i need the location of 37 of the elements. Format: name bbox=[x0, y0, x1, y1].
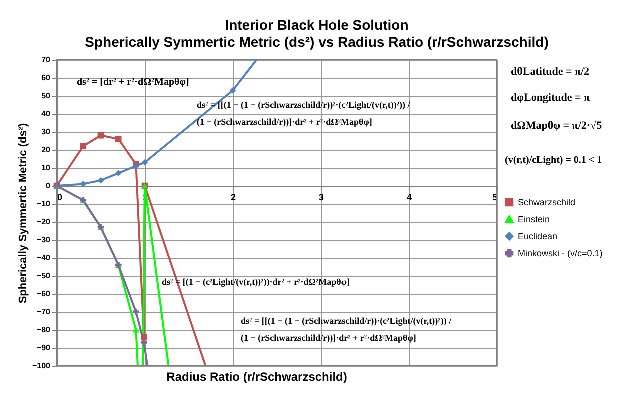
y-tick-label: 0 bbox=[46, 182, 52, 190]
y-tick-label: −60 bbox=[36, 290, 52, 298]
legend-label: Einstein bbox=[518, 214, 550, 224]
x-tick-label: 2 bbox=[230, 192, 236, 202]
text: dΩMapθφ = π/2·√5 bbox=[511, 120, 603, 132]
x-tick-label: 3 bbox=[318, 192, 324, 202]
x-tick-label: 0 bbox=[58, 192, 63, 202]
y-tick-label: −70 bbox=[36, 308, 52, 316]
x-axis-title: Radius Ratio (r/rSchwarzschild) bbox=[166, 370, 348, 384]
y-tick-label: −40 bbox=[36, 254, 52, 262]
chart-title: Interior Black Hole Solution bbox=[225, 17, 409, 33]
y-tick-label: −10 bbox=[36, 200, 52, 208]
y-tick-label: −20 bbox=[36, 218, 52, 226]
y-tick-label: 50 bbox=[42, 92, 52, 100]
y-tick-label: −80 bbox=[36, 326, 52, 334]
y-tick-label: 60 bbox=[42, 74, 52, 82]
y-tick-label: 70 bbox=[42, 56, 52, 64]
y-tick-label: 40 bbox=[42, 110, 52, 118]
annotation: ds² = [dr² + r²·dΩ²Mapθφ] bbox=[77, 77, 190, 88]
y-tick-label: −30 bbox=[36, 236, 52, 244]
y-tick-label: −100 bbox=[32, 362, 52, 370]
y-tick-label: 10 bbox=[42, 164, 52, 172]
y-tick-label: 20 bbox=[42, 146, 52, 154]
text: dφLongitude = π bbox=[511, 92, 590, 104]
legend-label: Schwarzschild bbox=[518, 198, 576, 208]
text: dθLatitude = π/2 bbox=[511, 66, 590, 78]
legend-label: Minkowski - (v/c=0.1) bbox=[518, 248, 603, 258]
y-tick-label: 30 bbox=[42, 128, 52, 136]
text: (v(r,t)/cLight) = 0.1 < 1 bbox=[505, 155, 602, 166]
y-tick-label: −50 bbox=[36, 272, 52, 280]
y-tick-label: −90 bbox=[36, 344, 52, 352]
legend-label: Euclidean bbox=[518, 232, 558, 242]
chart-subtitle: Spherically Symmertic Metric (ds²) vs Radius Ratio (r/rSchwarzschild) bbox=[85, 34, 549, 50]
x-tick-label: 4 bbox=[406, 192, 412, 202]
annotation: ds² = [(1 − (c²Light/(v(r,t))²))·dr² + r²·dΩ²Mapθφ] bbox=[162, 277, 350, 287]
y-axis-title: Spherically Symmertic Metric (ds²) bbox=[17, 122, 30, 304]
annotation: ds² = [[(1 − (1 − (rSchwarzschild/r))·(c²Light/(v(r,t))²)) / (1 − (rSchwarzschild/r))]·dr² + r²·dΩ²Mapθφ] bbox=[241, 316, 452, 343]
